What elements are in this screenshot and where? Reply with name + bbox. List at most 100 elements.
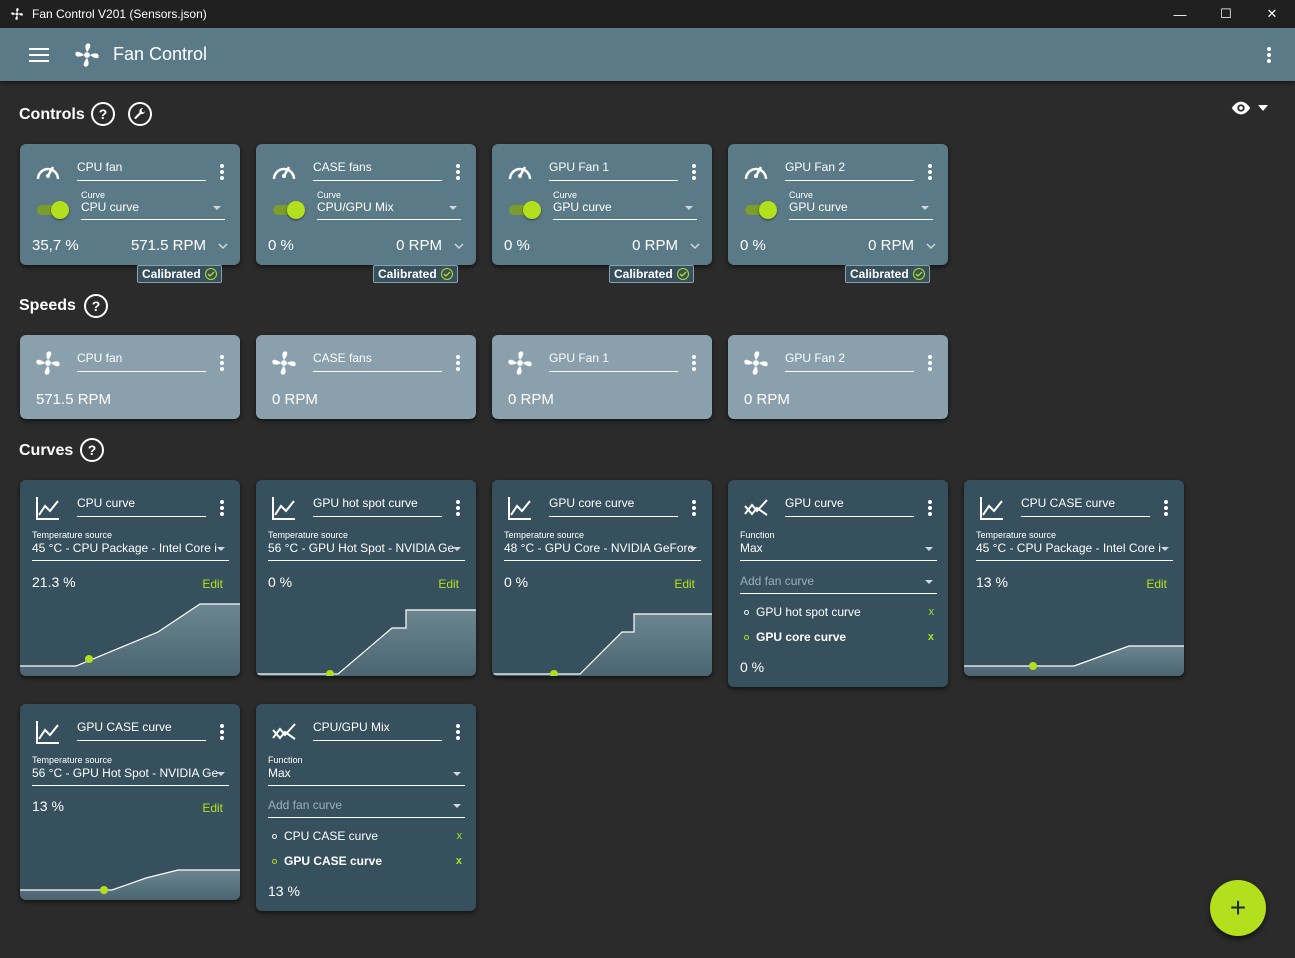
temperature-source-select[interactable]: 56 °C - GPU Hot Spot - NVIDIA Ge — [268, 541, 465, 561]
control-name[interactable]: CPU fan — [77, 160, 206, 181]
temperature-source-label: Temperature source — [32, 755, 113, 765]
control-enable-toggle[interactable] — [509, 201, 541, 219]
card-menu-icon[interactable] — [456, 724, 460, 742]
edit-curve-link[interactable]: Edit — [202, 577, 223, 591]
speed-name[interactable]: GPU Fan 2 — [785, 351, 914, 372]
curve-label: Curve — [553, 190, 578, 200]
function-select[interactable]: Max — [740, 541, 937, 561]
edit-curve-link[interactable]: Edit — [674, 577, 695, 591]
curves-section-title: Curves — [19, 442, 74, 459]
curve-output-value: 0 % — [740, 659, 765, 675]
add-fan-curve-select[interactable]: Add fan curve — [268, 798, 465, 818]
more-vertical-icon[interactable] — [1267, 47, 1271, 65]
temperature-source-select[interactable]: 45 °C - CPU Package - Intel Core i — [32, 541, 229, 561]
curve-select[interactable]: GPU curve — [789, 200, 933, 220]
chevron-down-icon[interactable] — [454, 241, 464, 251]
curve-card-gpu-case-curve[interactable]: GPU CASE curve Temperature source 56 °C … — [20, 704, 240, 900]
control-name[interactable]: CASE fans — [313, 160, 442, 181]
control-enable-toggle[interactable] — [37, 201, 69, 219]
speed-name[interactable]: CASE fans — [313, 351, 442, 372]
speed-card[interactable]: CASE fans 0 RPM — [256, 335, 476, 419]
chevron-down-icon[interactable] — [218, 241, 228, 251]
control-card[interactable]: CPU fan Curve CPU curve 35,7 % 571.5 RPM — [20, 144, 240, 265]
calibrated-badge: Calibrated — [845, 265, 930, 283]
curves-help-icon[interactable]: ? — [80, 438, 104, 462]
add-button[interactable]: + — [1210, 880, 1266, 936]
minimize-button[interactable]: — — [1173, 6, 1187, 22]
curve-name[interactable]: GPU curve — [785, 496, 914, 517]
control-card[interactable]: CASE fans Curve CPU/GPU Mix 0 % 0 RPM — [256, 144, 476, 265]
check-circle-icon — [912, 268, 925, 280]
remove-curve-button[interactable]: x — [456, 830, 463, 842]
curve-select[interactable]: CPU curve — [81, 200, 225, 220]
card-menu-icon[interactable] — [928, 164, 932, 182]
card-menu-icon[interactable] — [692, 355, 696, 373]
control-card[interactable]: GPU Fan 1 Curve GPU curve 0 % 0 RPM — [492, 144, 712, 265]
window-titlebar: Fan Control V201 (Sensors.json) — ☐ ✕ — [0, 0, 1295, 28]
close-button[interactable]: ✕ — [1266, 6, 1278, 21]
temperature-source-select[interactable]: 45 °C - CPU Package - Intel Core i — [976, 541, 1173, 561]
speeds-help-icon[interactable]: ? — [84, 294, 108, 318]
control-rpm: 0 RPM — [396, 237, 442, 254]
edit-curve-link[interactable]: Edit — [1146, 577, 1167, 591]
card-menu-icon[interactable] — [1164, 500, 1168, 518]
gauge-icon — [36, 166, 60, 180]
controls-help-icon[interactable]: ? — [91, 102, 115, 126]
control-enable-toggle[interactable] — [745, 201, 777, 219]
curve-select[interactable]: CPU/GPU Mix — [317, 200, 461, 220]
add-fan-curve-select[interactable]: Add fan curve — [740, 574, 937, 594]
curve-name[interactable]: CPU CASE curve — [1021, 496, 1150, 517]
speed-name[interactable]: CPU fan — [77, 351, 206, 372]
control-card[interactable]: GPU Fan 2 Curve GPU curve 0 % 0 RPM — [728, 144, 948, 265]
remove-curve-button[interactable]: x — [928, 606, 935, 618]
edit-curve-link[interactable]: Edit — [438, 577, 459, 591]
card-menu-icon[interactable] — [692, 500, 696, 518]
curve-card-cpu-curve[interactable]: CPU curve Temperature source 45 °C - CPU… — [20, 480, 240, 676]
chevron-down-icon[interactable] — [926, 241, 936, 251]
card-menu-icon[interactable] — [928, 355, 932, 373]
card-menu-icon[interactable] — [220, 500, 224, 518]
remove-curve-button[interactable]: x — [927, 631, 934, 643]
control-name[interactable]: GPU Fan 1 — [549, 160, 678, 181]
curve-name[interactable]: CPU curve — [77, 496, 206, 517]
card-menu-icon[interactable] — [692, 164, 696, 182]
temperature-source-select[interactable]: 56 °C - GPU Hot Spot - NVIDIA Ge — [32, 766, 229, 786]
curve-card-cpu-case-curve[interactable]: CPU CASE curve Temperature source 45 °C … — [964, 480, 1184, 676]
card-menu-icon[interactable] — [220, 164, 224, 182]
curve-card-gpu-core-curve[interactable]: GPU core curve Temperature source 48 °C … — [492, 480, 712, 676]
temperature-source-select[interactable]: 48 °C - GPU Core - NVIDIA GeForc — [504, 541, 701, 561]
remove-curve-button[interactable]: x — [455, 855, 462, 867]
card-menu-icon[interactable] — [220, 724, 224, 742]
chevron-down-icon[interactable] — [690, 241, 700, 251]
speed-name[interactable]: GPU Fan 1 — [549, 351, 678, 372]
card-menu-icon[interactable] — [456, 500, 460, 518]
control-name[interactable]: GPU Fan 2 — [785, 160, 914, 181]
dropdown-arrow-icon — [1258, 105, 1268, 111]
curve-card-cpu-gpu-mix[interactable]: CPU/GPU Mix Function Max Add fan curve C… — [256, 704, 476, 911]
function-select[interactable]: Max — [268, 766, 465, 786]
curve-name[interactable]: GPU core curve — [549, 496, 678, 517]
curve-card-gpu-curve[interactable]: GPU curve Function Max Add fan curve GPU… — [728, 480, 948, 687]
visibility-toggle[interactable] — [1230, 100, 1268, 116]
speed-card[interactable]: CPU fan 571.5 RPM — [20, 335, 240, 419]
curve-output-value: 0 % — [268, 574, 293, 590]
curve-name[interactable]: CPU/GPU Mix — [313, 720, 442, 741]
hamburger-icon[interactable] — [29, 44, 49, 66]
curve-name[interactable]: GPU hot spot curve — [313, 496, 442, 517]
wrench-icon[interactable] — [128, 102, 152, 126]
calibrated-badge: Calibrated — [609, 265, 694, 283]
eye-icon — [1231, 101, 1251, 115]
curve-select[interactable]: GPU curve — [553, 200, 697, 220]
curve-name[interactable]: GPU CASE curve — [77, 720, 206, 741]
maximize-button[interactable]: ☐ — [1220, 6, 1232, 21]
speed-card[interactable]: GPU Fan 2 0 RPM — [728, 335, 948, 419]
card-menu-icon[interactable] — [220, 355, 224, 373]
card-menu-icon[interactable] — [928, 500, 932, 518]
card-menu-icon[interactable] — [456, 355, 460, 373]
control-enable-toggle[interactable] — [273, 201, 305, 219]
edit-curve-link[interactable]: Edit — [202, 801, 223, 815]
curve-card-gpu-hot-spot-curve[interactable]: GPU hot spot curve Temperature source 56… — [256, 480, 476, 676]
speed-card[interactable]: GPU Fan 1 0 RPM — [492, 335, 712, 419]
control-rpm: 0 RPM — [868, 237, 914, 254]
card-menu-icon[interactable] — [456, 164, 460, 182]
